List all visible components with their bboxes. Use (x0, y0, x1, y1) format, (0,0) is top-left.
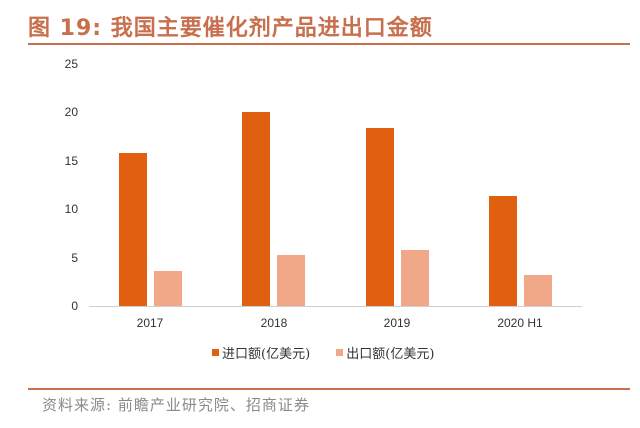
y-tick-label: 5 (71, 251, 78, 265)
x-tick-label: 2018 (260, 316, 288, 330)
chart-title: 图 19: 我国主要催化剂产品进出口金额 (28, 16, 433, 41)
legend-item-export: 出口额(亿美元) (336, 343, 434, 362)
x-tick-label: 2017 (136, 316, 164, 330)
legend-label: 进口额(亿美元) (222, 347, 311, 362)
chart-legend: 进口额(亿美元) 出口额(亿美元) (212, 343, 456, 362)
export-bar (400, 250, 429, 307)
import-bar (242, 111, 271, 307)
legend-item-import: 进口额(亿美元) (212, 343, 310, 362)
x-axis-line (89, 306, 582, 307)
legend-swatch-icon (212, 349, 219, 356)
legend-swatch-icon (336, 349, 344, 356)
y-tick-label: 25 (64, 57, 78, 71)
import-bar (488, 196, 517, 307)
y-tick-label: 0 (71, 299, 78, 313)
y-tick-label: 10 (64, 202, 78, 216)
source-note: 资料来源: 前瞻产业研究院、招商证券 (42, 396, 310, 414)
import-bar (365, 128, 394, 307)
legend-label: 出口额(亿美元) (346, 347, 435, 362)
chart-plot-area: 0 5 10 15 20 25 2017 2018 2019 2020 H1 (64, 57, 582, 330)
y-tick-label: 15 (64, 154, 78, 168)
y-tick-label: 20 (64, 105, 78, 119)
x-tick-label: 2019 (383, 316, 411, 330)
title-divider (28, 43, 630, 45)
export-bar (154, 271, 183, 307)
import-bar (119, 152, 148, 307)
export-bar (277, 254, 306, 307)
footer-divider (28, 388, 630, 390)
export-bar (523, 275, 552, 307)
x-tick-label: 2020 H1 (497, 316, 543, 330)
